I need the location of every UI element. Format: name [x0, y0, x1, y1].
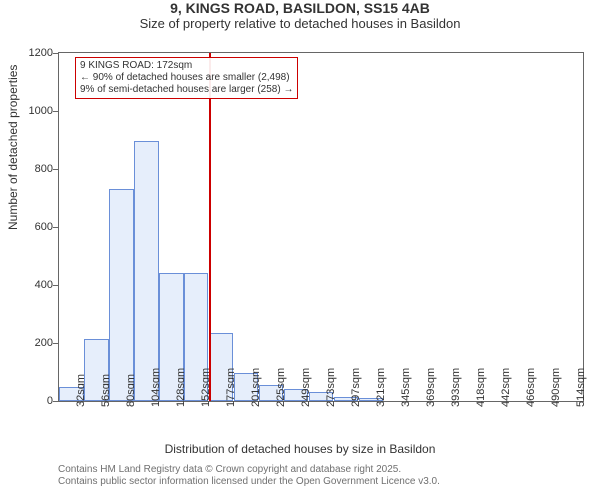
x-tick-label: 442sqm: [500, 368, 512, 407]
annotation-line: ← 90% of detached houses are smaller (2,…: [80, 72, 293, 84]
histogram-bar: [134, 141, 158, 401]
x-tick-label: 297sqm: [350, 368, 362, 407]
histogram-bar: [109, 189, 133, 401]
y-axis-label: Number of detached properties: [6, 65, 20, 230]
y-tick-label: 400: [15, 279, 53, 291]
y-tick: [53, 227, 59, 228]
page-subtitle: Size of property relative to detached ho…: [0, 16, 600, 31]
plot-region: 02004006008001000120032sqm56sqm80sqm104s…: [58, 52, 584, 402]
y-tick: [53, 343, 59, 344]
x-tick-label: 418sqm: [475, 368, 487, 407]
y-tick-label: 1000: [15, 105, 53, 117]
page-title: 9, KINGS ROAD, BASILDON, SS15 4AB: [0, 0, 600, 16]
x-axis-label: Distribution of detached houses by size …: [0, 442, 600, 456]
y-tick-label: 200: [15, 337, 53, 349]
caption-line-1: Contains HM Land Registry data © Crown c…: [58, 464, 440, 476]
x-tick-label: 490sqm: [550, 368, 562, 407]
y-tick: [53, 401, 59, 402]
x-tick-label: 514sqm: [575, 368, 587, 407]
y-tick-label: 800: [15, 163, 53, 175]
y-tick-label: 600: [15, 221, 53, 233]
x-tick-label: 466sqm: [525, 368, 537, 407]
x-tick-label: 249sqm: [300, 368, 312, 407]
annotation-line: 9% of semi-detached houses are larger (2…: [80, 84, 293, 96]
annotation-line: 9 KINGS ROAD: 172sqm: [80, 60, 293, 72]
x-tick-label: 225sqm: [275, 368, 287, 407]
y-tick: [53, 53, 59, 54]
x-tick-label: 273sqm: [325, 368, 337, 407]
histogram-chart: 02004006008001000120032sqm56sqm80sqm104s…: [58, 52, 582, 400]
y-tick: [53, 111, 59, 112]
y-tick-label: 1200: [15, 47, 53, 59]
y-tick: [53, 169, 59, 170]
copyright-caption: Contains HM Land Registry data © Crown c…: [58, 464, 440, 488]
annotation-box: 9 KINGS ROAD: 172sqm← 90% of detached ho…: [75, 57, 298, 99]
property-marker-line: [209, 53, 211, 401]
y-tick-label: 0: [15, 395, 53, 407]
caption-line-2: Contains public sector information licen…: [58, 476, 440, 488]
x-tick-label: 321sqm: [375, 368, 387, 407]
x-tick-label: 345sqm: [400, 368, 412, 407]
x-tick-label: 369sqm: [425, 368, 437, 407]
x-tick-label: 393sqm: [450, 368, 462, 407]
y-tick: [53, 285, 59, 286]
